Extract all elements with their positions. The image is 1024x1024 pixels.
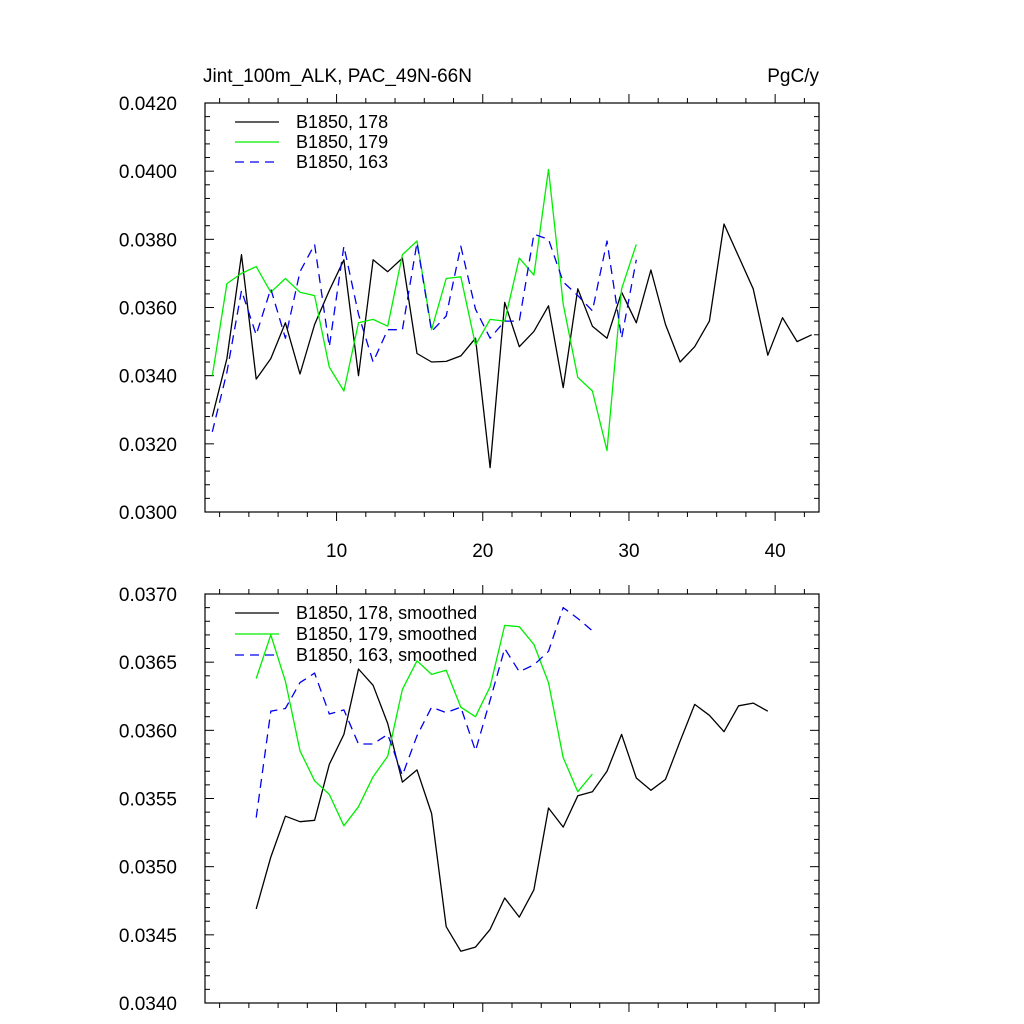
top-chart-title: Jint_100m_ALK, PAC_49N-66N xyxy=(203,66,472,87)
top-legend-label-2: B1850, 179 xyxy=(296,132,388,152)
top-y-tick-label: 0.0320 xyxy=(119,435,177,456)
top-legend-label-1: B1850, 178 xyxy=(296,112,388,132)
bottom-panel: 0.0340 0.0345 0.0350 0.0355 0.0360 0.0365 0.03… xyxy=(119,585,820,1015)
top-y-tick-label: 0.0360 xyxy=(119,299,177,320)
bottom-y-tick-label: 0.0340 xyxy=(119,994,177,1015)
bottom-y-tick-label: 0.0345 xyxy=(119,926,177,947)
top-legend-label-3: B1850, 163 xyxy=(296,152,388,172)
top-chart-units: PgC/y xyxy=(767,66,819,87)
bottom-y-tick-label: 0.0355 xyxy=(119,790,177,811)
top-series-line-1 xyxy=(211,223,812,469)
bottom-series-line-1 xyxy=(255,668,769,952)
bottom-y-tick-label: 0.0365 xyxy=(119,653,177,674)
top-series-line-3 xyxy=(211,233,637,433)
top-plot-area: 0.0300 0.0320 0.0340 0.0360 0.0380 0.0400 0.04… xyxy=(119,94,820,562)
top-y-tick-label: 0.0300 xyxy=(119,503,177,524)
top-y-tick-label: 0.0380 xyxy=(119,230,177,251)
bottom-legend-label-3: B1850, 163, smoothed xyxy=(296,645,477,665)
bottom-y-tick-label: 0.0350 xyxy=(119,858,177,879)
top-x-tick-label: 20 xyxy=(472,541,493,562)
top-x-tick-label: 10 xyxy=(326,541,347,562)
top-y-tick-label: 0.0400 xyxy=(119,162,177,183)
bottom-y-tick-label: 0.0360 xyxy=(119,721,177,742)
bottom-series-line-3 xyxy=(255,606,593,818)
bottom-series-line-2 xyxy=(255,624,593,827)
top-x-tick-label: 30 xyxy=(618,541,639,562)
bottom-plot-area: 0.0340 0.0345 0.0350 0.0355 0.0360 0.0365 0.03… xyxy=(119,585,820,1015)
top-panel: Jint_100m_ALK, PAC_49N-66N PgC/y 0.03000… xyxy=(119,66,820,562)
top-y-tick-label: 0.0340 xyxy=(119,367,177,388)
bottom-y-tick-label: 0.0370 xyxy=(119,585,177,606)
top-series-line-2 xyxy=(211,168,637,452)
bottom-legend-label-2: B1850, 179, smoothed xyxy=(296,624,477,644)
top-y-tick-label: 0.0420 xyxy=(119,94,177,115)
bottom-legend-label-1: B1850, 178, smoothed xyxy=(296,603,477,623)
top-x-tick-label: 40 xyxy=(765,541,786,562)
